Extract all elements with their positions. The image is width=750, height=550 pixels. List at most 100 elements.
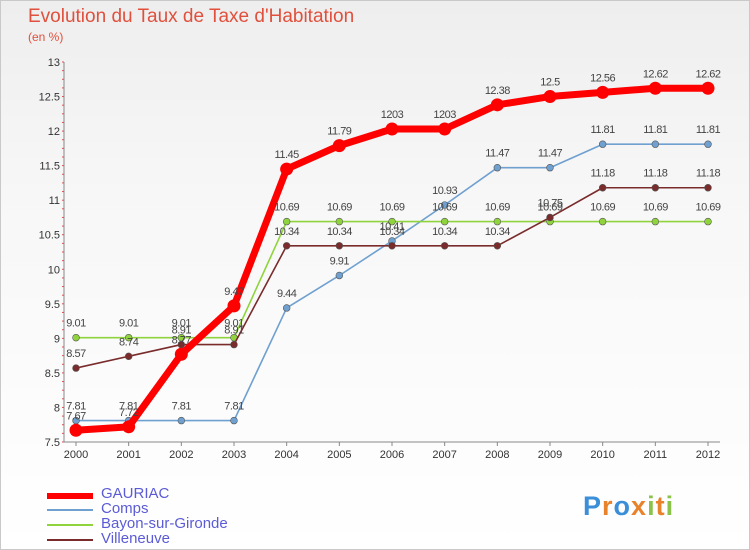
data-point [282,217,291,226]
logo-letter: x [631,491,648,521]
data-label: 10.34 [327,226,352,238]
x-tick-label: 2003 [222,449,246,461]
data-label: 11.45 [275,149,300,161]
data-point [704,140,712,148]
data-point [651,217,660,226]
data-label: 10.69 [379,202,404,214]
logo-letter: P [583,491,603,521]
data-point [704,184,712,192]
data-point [543,90,557,104]
data-point [598,184,607,192]
logo-letter: i [665,491,675,521]
legend-item-gauriac: GAURIAC [47,485,170,502]
legend-label: GAURIAC [101,485,170,502]
data-point [546,213,554,222]
proxiti-logo: Proxiti [583,491,674,522]
logo-letter: r [602,491,614,521]
y-tick-label: 11.5 [39,161,60,173]
data-label: 9.44 [277,288,297,300]
x-tick-label: 2005 [327,449,351,461]
y-tick-label: 9.5 [45,299,60,311]
data-point [440,217,449,226]
data-label: 9.47 [224,286,244,298]
data-label: 8.57 [66,348,86,360]
data-label: 10.34 [432,226,457,238]
data-point [124,333,133,342]
data-label: 10.69 [432,202,457,214]
y-tick-label: 9 [54,333,60,345]
data-label: 11.81 [696,124,721,136]
data-point [490,98,504,112]
data-point [72,333,80,342]
y-tick-label: 11 [49,195,60,207]
data-point [335,217,344,226]
legend-label: Bayon-sur-Gironde [101,515,228,532]
data-label: 9.01 [172,318,192,330]
data-point [282,304,291,312]
data-label: 10.34 [485,226,510,238]
data-label: 8.91 [224,325,244,337]
legend-swatch [47,539,93,541]
logo-letter: o [613,491,632,521]
data-point [438,122,452,136]
data-point [598,140,607,148]
data-point [69,423,83,437]
data-label: 12.56 [590,72,615,84]
data-point [230,416,238,425]
data-label: 11.81 [643,124,668,136]
data-point [651,140,660,148]
chart-title: Evolution du Taux de Taxe d'Habitation [28,6,355,27]
data-point [388,217,396,226]
data-point [177,416,186,425]
data-label: 7.72 [119,407,139,419]
legend-label: Comps [101,500,149,517]
data-point [493,217,502,226]
x-tick-label: 2010 [590,449,614,461]
data-label: 10.69 [537,202,562,214]
data-point [230,340,238,349]
data-point [332,139,346,153]
x-tick-label: 2012 [696,449,720,461]
data-point [174,347,188,361]
legend-item-villeneuve: Villeneuve [47,530,170,547]
data-label: 12.5 [540,77,560,89]
data-point [280,162,294,176]
x-tick-label: 2002 [169,449,193,461]
data-label: 11.79 [327,126,352,138]
data-label: 10.34 [274,226,299,238]
data-point [440,201,449,209]
data-label: 11.47 [485,148,510,160]
data-label: 10.69 [590,202,615,214]
x-tick-label: 2008 [485,449,509,461]
y-tick-label: 7.5 [45,437,60,449]
data-label: 10.69 [327,202,352,214]
data-label: 12.62 [695,68,720,80]
logo-letter: i [647,491,656,521]
data-point [704,217,712,226]
data-label: 10.69 [643,202,668,214]
data-point [648,81,662,95]
data-point [651,184,660,192]
data-label: 7.81 [119,401,139,413]
data-label: 10.41 [379,221,404,233]
y-tick-label: 10.5 [39,230,60,242]
data-point [282,242,291,250]
data-label: 7.67 [66,410,86,422]
data-point [546,164,554,172]
data-label: 12.62 [643,68,668,80]
data-point [335,271,344,280]
data-label: 10.69 [485,202,510,214]
x-tick-label: 2006 [380,449,404,461]
data-label: 12.38 [485,85,510,97]
chart-subtitle: (en %) [28,30,64,44]
data-label: 7.81 [172,401,192,413]
data-label: 11.47 [538,148,563,160]
series-line-gauriac [72,84,712,434]
legend-label: Villeneuve [101,530,170,547]
y-tick-label: 8 [54,402,60,414]
data-label: 9.01 [224,318,244,330]
x-tick-label: 2000 [64,449,88,461]
data-label: 7.81 [224,401,244,413]
